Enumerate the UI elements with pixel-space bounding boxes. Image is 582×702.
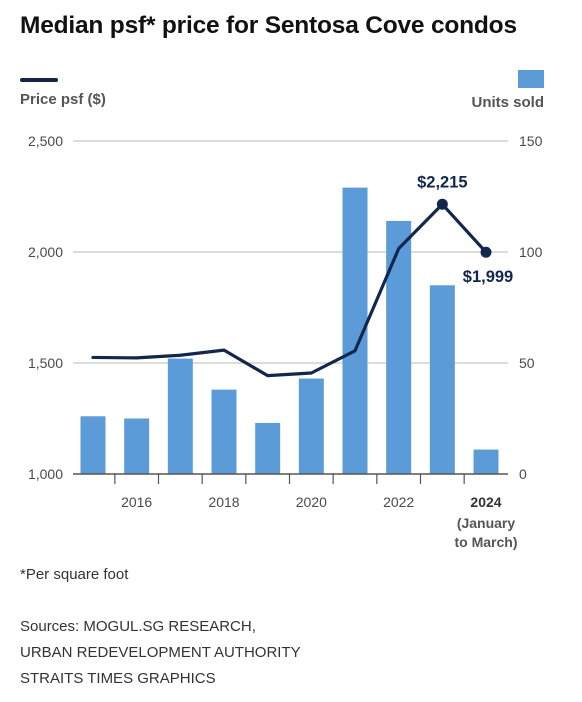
source-line: STRAITS TIMES GRAPHICS — [20, 670, 216, 687]
legend-line-swatch — [20, 78, 58, 82]
y-left-tick-label: 1,500 — [28, 355, 63, 371]
bar — [386, 220, 412, 474]
price-point-marker — [436, 198, 448, 210]
y-left-tick-label: 2,500 — [28, 133, 63, 149]
legend-units-label: Units sold — [471, 94, 544, 111]
x-tick-sublabel: to March) — [455, 534, 518, 550]
chart-title: Median psf* price for Sentosa Cove condo… — [20, 12, 517, 39]
y-right-tick-label: 150 — [519, 133, 543, 149]
x-tick-label: 2018 — [208, 494, 239, 510]
legend-bar-swatch — [518, 70, 544, 88]
x-tick-label: 2020 — [296, 494, 327, 510]
x-tick-label: 2024 — [470, 494, 501, 510]
bar — [124, 418, 150, 474]
legend-price-label: Price psf ($) — [20, 91, 106, 108]
bar — [211, 389, 237, 474]
bar — [429, 285, 455, 474]
footnote: *Per square foot — [20, 566, 129, 583]
legend-price: Price psf ($) — [20, 78, 106, 108]
price-line — [91, 202, 488, 378]
bar — [298, 378, 324, 474]
bar — [255, 422, 281, 474]
chart-plot: 1,000 1,500 2,000 2,500 0 50 100 150 2016 2018 202… — [28, 133, 543, 550]
legend-units: Units sold — [471, 70, 544, 111]
bar — [473, 449, 499, 474]
y-right-tick-label: 100 — [519, 244, 543, 260]
source-line: Sources: MOGUL.SG RESEARCH, — [20, 618, 256, 635]
sources: Sources: MOGUL.SG RESEARCH, URBAN REDEVE… — [20, 614, 301, 692]
y-left-tick-label: 2,000 — [28, 244, 63, 260]
price-annotation: $2,215 — [417, 173, 467, 191]
x-tick-sublabel: (January — [457, 515, 516, 531]
y-right-tick-label: 0 — [519, 466, 527, 482]
bar — [167, 358, 193, 474]
bar — [80, 416, 106, 474]
x-tick-label: 2016 — [121, 494, 152, 510]
source-line: URBAN REDEVELOPMENT AUTHORITY — [20, 644, 301, 661]
y-left-tick-label: 1,000 — [28, 466, 63, 482]
x-tick-label: 2022 — [383, 494, 414, 510]
price-point-marker — [480, 246, 492, 258]
price-annotation: $1,999 — [463, 268, 513, 286]
y-right-tick-label: 50 — [519, 355, 535, 371]
